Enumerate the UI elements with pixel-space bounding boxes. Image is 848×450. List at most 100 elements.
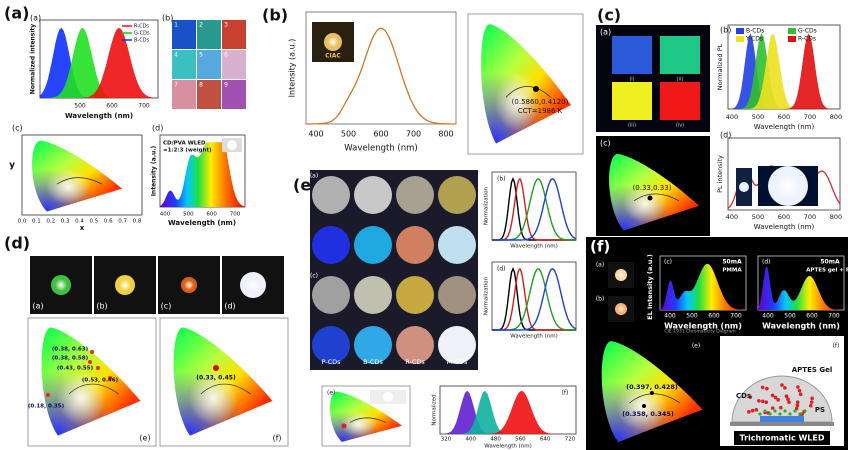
sample-film [660,36,700,74]
annotation: (0.53, 0.46) [82,378,119,384]
planckian-locus [633,193,680,202]
label: Wavelength (nm) [510,334,558,340]
planckian-locus [349,417,387,423]
annotation: APTES gel + PS [806,268,848,274]
x-tick-label: 560 [515,437,526,443]
marker [765,386,769,391]
annotation: CCT=1986 K [518,107,563,115]
photo-label: (b) [96,302,107,311]
spectrum [492,178,577,241]
x-tick-label: 600 [106,103,118,110]
x-tick-label: 800 [438,130,453,139]
label: Intensity (a.u.) [288,39,297,98]
annotation: (0.397, 0.428) [626,383,678,391]
sample-vial [312,176,350,214]
legend-swatch [736,28,744,34]
cell-number: 8 [199,82,203,89]
annotation: (0.43, 0.55) [57,366,94,372]
glow [184,280,194,290]
x-tick-label: 500 [752,113,764,121]
glow [385,394,391,400]
sample-vial [354,276,392,314]
glow [119,279,131,291]
spectrum [728,33,840,109]
glow [617,271,625,279]
marker [46,393,50,397]
spectrum [40,28,158,98]
marker [795,400,800,405]
marker [803,409,807,413]
label: CIAC [325,53,341,60]
x-tick-label: 500 [183,212,194,218]
sample-vial [438,276,476,314]
x-tick-label: 720 [565,437,576,443]
marker [758,412,762,416]
marker [764,400,769,405]
label: (d) [720,131,731,140]
caption: Trichromatic WLED [740,434,825,443]
label: (f) [833,343,840,350]
label: (c) [12,124,23,133]
x-tick-label: 700 [828,313,840,320]
cell-number: 6 [224,52,228,59]
marker [797,388,802,393]
sample-label: P-CDs [321,358,341,366]
x-tick-label: 400 [726,213,738,221]
label: Wavelength (nm) [664,322,742,331]
x-tick-label: 640 [540,437,551,443]
marker [533,86,539,92]
marker [810,396,814,401]
sample-vial [354,176,392,214]
marker [768,412,772,416]
sample-label: B-CDs [363,358,383,366]
label: PS [815,406,825,414]
sample-label: M-CDs [447,358,468,366]
label: (d) [4,234,30,253]
marker [773,395,778,400]
planckian-locus [68,383,119,395]
annotation: (0.358, 0.345) [622,410,674,418]
spectrum [728,33,840,109]
marker [108,376,112,380]
spectrum [440,390,576,434]
sample-cell [222,50,246,79]
label: (c) [597,6,621,25]
x-tick-label: 600 [708,313,720,320]
label: (c) [664,259,672,266]
planckian-locus [505,86,552,98]
x-tick-label: 0.7 [118,219,127,225]
marker [642,404,646,408]
label: Normalized PL [716,43,724,90]
x-tick-label: 600 [206,212,217,218]
x-tick-label: 480 [490,437,501,443]
cie-diagram [173,327,273,436]
label: (iv) [676,123,684,129]
marker [763,409,767,413]
cell-number: 4 [174,52,178,59]
label: (iii) [628,123,636,129]
sample-vial [396,326,434,364]
legend-text: R-CDs [798,36,816,43]
glow [617,305,625,313]
x-tick-label: 400 [160,212,171,218]
legend-swatch [788,36,796,42]
led-base [730,422,834,426]
spectrum [492,177,576,241]
label: (b) [262,6,288,25]
cell-number: 7 [174,82,178,89]
sample-cell [197,20,221,49]
sub-label: (f) [272,434,281,443]
marker [747,410,751,414]
label: Intensity (a.u.) [151,145,158,196]
glow [55,279,67,291]
annotation: 50mA [722,259,742,266]
x-tick-label: 0.6 [104,219,113,225]
label: (d) [762,259,771,266]
marker [808,403,813,408]
legend-text: G-CDs [134,31,150,37]
label: (a) [4,4,29,23]
marker [750,408,755,413]
sample-vial [396,276,434,314]
label: Wavelength (nm) [762,322,840,331]
label: CD/PVA WLED [163,141,206,147]
